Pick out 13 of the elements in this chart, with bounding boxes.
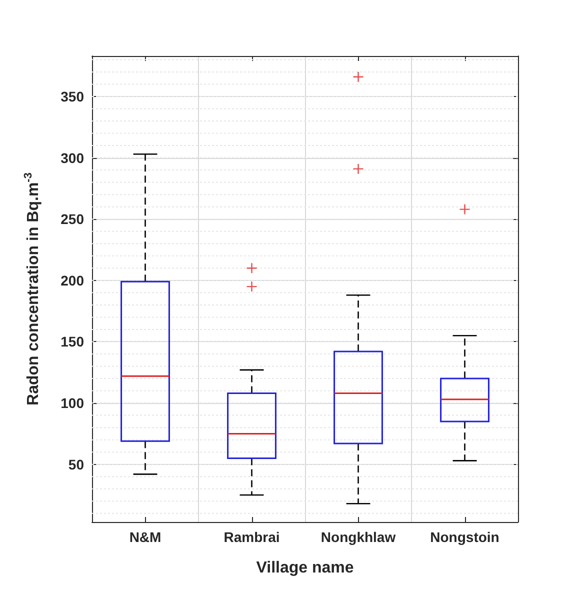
y-tick-label: 50 (68, 456, 84, 472)
y-tick-label: 300 (60, 150, 84, 166)
y-tick-label: 350 (60, 88, 84, 104)
x-tick-label: Nongstoin (430, 529, 500, 545)
y-axis-title: Radon concentration in Bq.m-3 (22, 172, 42, 406)
y-tick-label: 250 (60, 211, 84, 228)
x-tick-label: Rambrai (224, 529, 280, 545)
y-tick-label: 100 (60, 395, 84, 412)
x-tick-label: N&M (129, 529, 162, 545)
y-tick-label: 200 (60, 272, 84, 288)
x-tick-label: Nongkhlaw (320, 529, 396, 545)
x-axis-title: Village name (256, 560, 354, 576)
y-tick-label: 150 (60, 334, 84, 350)
